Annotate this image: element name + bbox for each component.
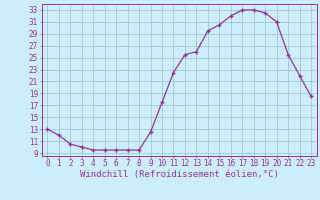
X-axis label: Windchill (Refroidissement éolien,°C): Windchill (Refroidissement éolien,°C) bbox=[80, 170, 279, 179]
